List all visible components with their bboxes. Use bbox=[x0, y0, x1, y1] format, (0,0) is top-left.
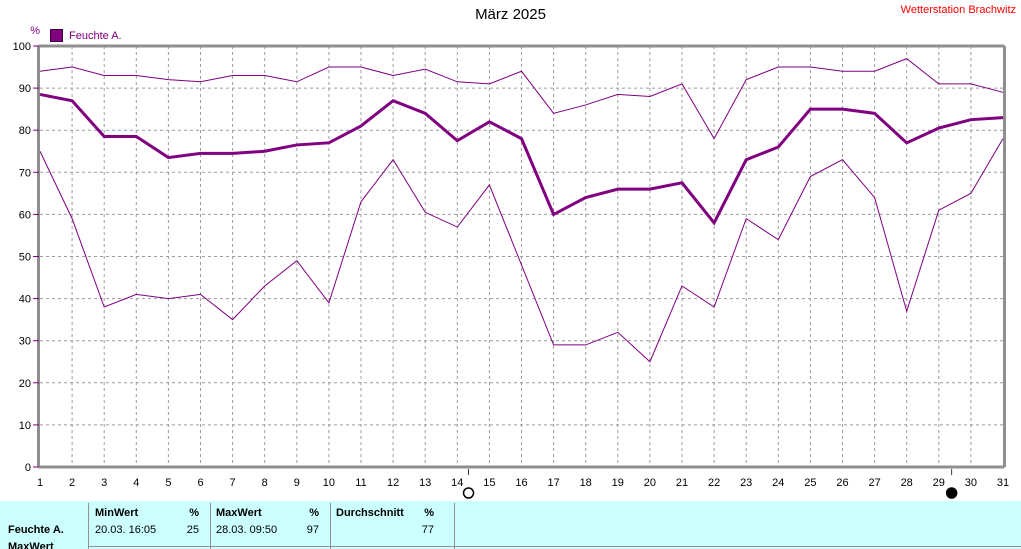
x-tick-label: 19 bbox=[612, 477, 624, 489]
minwert-values: 20.03. 16:05 25 bbox=[95, 524, 199, 537]
gridlines bbox=[40, 46, 1003, 467]
legend-swatch-icon bbox=[50, 29, 63, 42]
minwert-value: 25 bbox=[186, 524, 199, 536]
durchschnitt-values: 77 bbox=[336, 524, 434, 537]
x-tick-label: 26 bbox=[836, 477, 848, 489]
y-tick-label: 100 bbox=[13, 41, 31, 53]
y-tick-label: 50 bbox=[19, 252, 31, 264]
maxwert-datetime: 28.03. 09:50 bbox=[216, 524, 278, 536]
line-min bbox=[39, 138, 1004, 363]
x-tick-label: 14 bbox=[451, 477, 463, 489]
full-moon-icon bbox=[462, 487, 475, 499]
minwert-header-unit: % bbox=[189, 507, 199, 519]
x-tick-label: 10 bbox=[323, 477, 335, 489]
table-column-divider bbox=[454, 503, 455, 549]
durchschnitt-header: Durchschnitt % bbox=[336, 507, 434, 520]
table-row-separator bbox=[88, 546, 1021, 547]
y-tick-label: 40 bbox=[19, 294, 31, 306]
legend: Feuchte A. bbox=[50, 29, 122, 42]
x-tick-label: 12 bbox=[387, 477, 399, 489]
moon-phase-markers bbox=[462, 469, 958, 499]
line-max bbox=[39, 58, 1004, 140]
x-tick-label: 23 bbox=[740, 477, 752, 489]
x-tick-label: 21 bbox=[676, 477, 688, 489]
y-tick-label: 20 bbox=[19, 378, 31, 390]
y-tick-label: 10 bbox=[19, 420, 31, 432]
minwert-datetime: 20.03. 16:05 bbox=[95, 524, 157, 536]
x-tick-label: 18 bbox=[580, 477, 592, 489]
maxwert-value: 97 bbox=[306, 524, 319, 536]
y-axis-ticks bbox=[33, 45, 39, 468]
x-tick-label: 5 bbox=[165, 477, 171, 489]
y-tick-label: 0 bbox=[25, 462, 31, 474]
x-tick-label: 3 bbox=[101, 477, 107, 489]
x-tick-label: 13 bbox=[419, 477, 431, 489]
x-tick-label: 22 bbox=[708, 477, 720, 489]
y-axis-unit-label: % bbox=[30, 25, 40, 37]
x-tick-label: 29 bbox=[933, 477, 945, 489]
maxwert-header-label: MaxWert bbox=[216, 507, 262, 519]
x-tick-label: 11 bbox=[355, 477, 366, 489]
series-row-label: Feuchte A. bbox=[8, 524, 64, 536]
x-tick-label: 6 bbox=[197, 477, 203, 489]
new-moon-icon bbox=[945, 487, 958, 499]
x-tick-label: 17 bbox=[547, 477, 559, 489]
x-tick-label: 31 bbox=[997, 477, 1009, 489]
x-tick-label: 16 bbox=[515, 477, 527, 489]
y-tick-label: 90 bbox=[19, 83, 31, 95]
table-column-divider bbox=[210, 503, 211, 549]
x-tick-label: 1 bbox=[37, 477, 43, 489]
station-name: Wetterstation Brachwitz bbox=[900, 4, 1016, 16]
x-tick-label: 4 bbox=[133, 477, 139, 489]
table-column-divider bbox=[88, 503, 89, 549]
durchschnitt-header-unit: % bbox=[424, 507, 434, 519]
x-tick-label: 28 bbox=[901, 477, 913, 489]
durchschnitt-value: 77 bbox=[421, 524, 434, 536]
legend-label: Feuchte A. bbox=[69, 29, 122, 42]
stats-table: MinWert % MaxWert % Durchschnitt % Feuch… bbox=[0, 501, 1021, 549]
y-tick-label: 70 bbox=[19, 167, 31, 179]
next-series-row-label: MaxWert bbox=[8, 541, 54, 549]
x-axis-labels: 1 2 3 4 5 6 7 8 9 10 11 12 13 14 15 16 17 18 19 20 21 22 23 24 2… bbox=[37, 477, 1009, 489]
y-tick-label: 80 bbox=[19, 125, 31, 137]
maxwert-header-unit: % bbox=[309, 507, 319, 519]
x-tick-label: 9 bbox=[294, 477, 300, 489]
y-axis-labels: 0 10 20 30 40 50 60 70 80 90 100 bbox=[13, 41, 31, 474]
x-tick-label: 24 bbox=[772, 477, 784, 489]
x-tick-label: 2 bbox=[69, 477, 75, 489]
x-tick-label: 7 bbox=[230, 477, 236, 489]
minwert-header-label: MinWert bbox=[95, 507, 139, 519]
maxwert-header: MaxWert % bbox=[216, 507, 319, 520]
x-tick-label: 30 bbox=[965, 477, 977, 489]
y-tick-label: 60 bbox=[19, 209, 31, 221]
x-tick-label: 27 bbox=[868, 477, 880, 489]
y-tick-label: 30 bbox=[19, 336, 31, 348]
x-tick-label: 15 bbox=[483, 477, 495, 489]
x-tick-label: 8 bbox=[262, 477, 268, 489]
x-tick-label: 25 bbox=[804, 477, 816, 489]
line-avg bbox=[39, 92, 1004, 226]
durchschnitt-header-label: Durchschnitt bbox=[336, 507, 404, 519]
minwert-header: MinWert % bbox=[95, 507, 199, 520]
table-column-divider bbox=[330, 503, 331, 549]
page-title: März 2025 bbox=[475, 6, 546, 23]
maxwert-values: 28.03. 09:50 97 bbox=[216, 524, 319, 537]
data-lines bbox=[39, 58, 1004, 363]
x-tick-label: 20 bbox=[644, 477, 656, 489]
